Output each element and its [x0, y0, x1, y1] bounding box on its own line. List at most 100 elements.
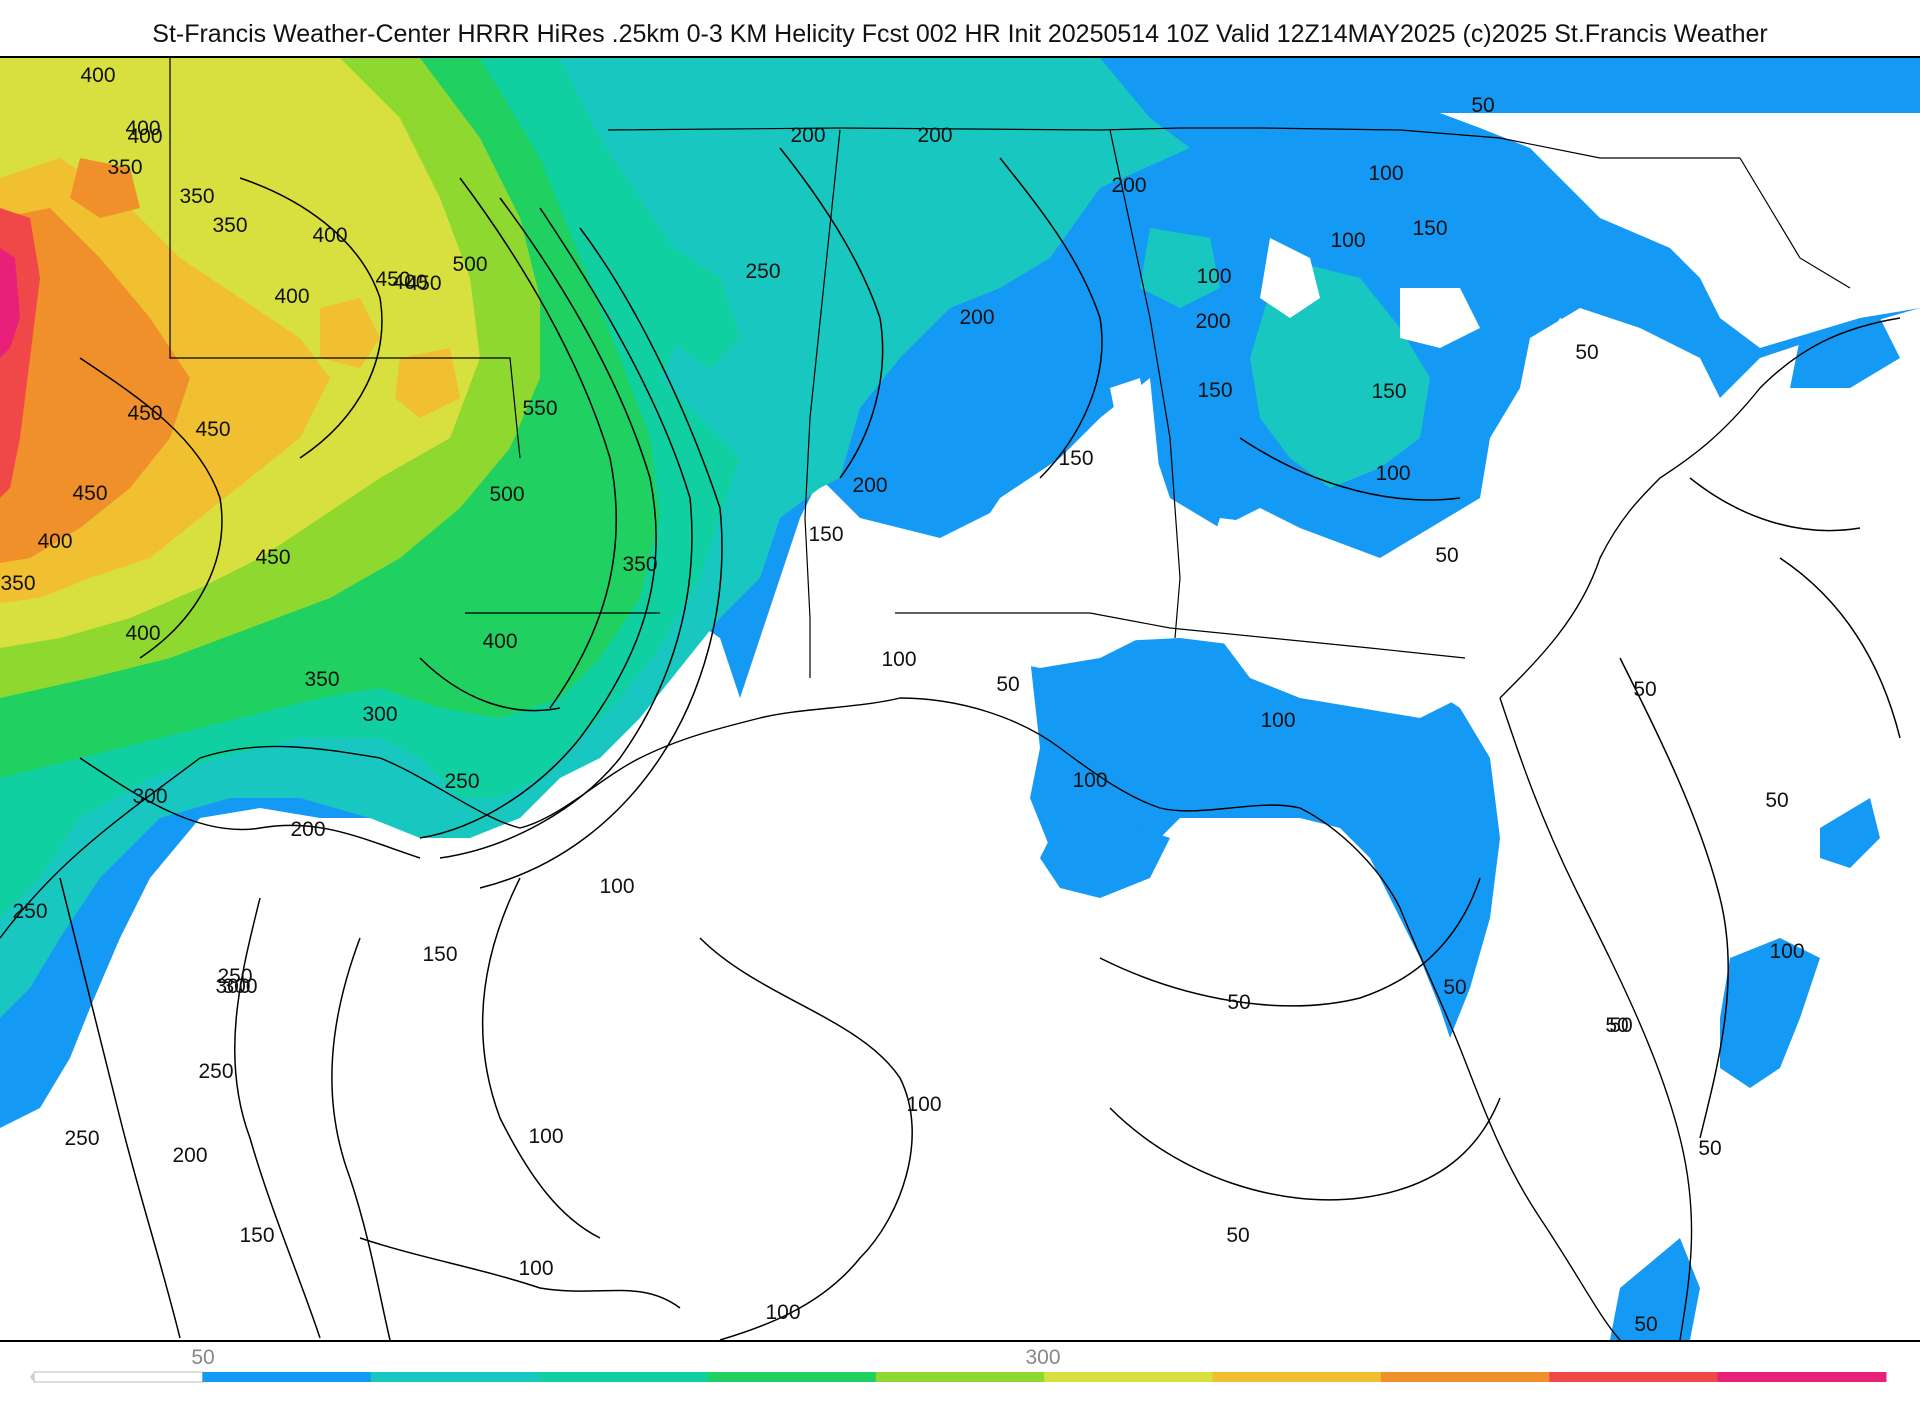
contour-label-west: 550 — [522, 397, 557, 420]
contour-label-gulf: 150 — [422, 943, 457, 966]
legend-color-segment — [707, 1372, 877, 1382]
band-50-area — [1400, 288, 1480, 348]
contour-line — [699, 937, 913, 1340]
state-border — [895, 612, 1466, 659]
contour-label-central: 200 — [790, 124, 825, 147]
contour-label-west: 350 — [179, 185, 214, 208]
contour-label-west: 350 — [107, 156, 142, 179]
contour-line — [59, 877, 181, 1339]
legend-color-bar — [30, 1371, 1887, 1383]
contour-label-west: 450 — [375, 268, 410, 291]
band-100-area — [1030, 638, 1500, 1038]
contour-line — [1239, 437, 1461, 501]
legend-color-segment — [1212, 1372, 1382, 1382]
contour-label-east: 50 — [1435, 544, 1458, 567]
coastline — [1499, 697, 1693, 1340]
contour-label-gulf: 250 — [198, 1060, 233, 1083]
contour-label-central: 150 — [808, 523, 843, 546]
contour-label-central: 100 — [881, 648, 916, 671]
legend-color-segment — [33, 1371, 204, 1383]
contour-label-gulf: 300 — [215, 975, 250, 998]
band-550-area — [0, 208, 190, 563]
contour-label-gulf: 100 — [599, 875, 634, 898]
contour-line — [79, 357, 223, 659]
contour-label-west: 350 — [212, 214, 247, 237]
contour-line — [419, 197, 657, 839]
contour-label-east: 50 — [1575, 341, 1598, 364]
contour-line — [779, 147, 884, 479]
contour-label-west: 300 — [362, 703, 397, 726]
state-border — [607, 127, 1740, 159]
contour-line — [999, 157, 1103, 479]
contour-label-west: 400 — [37, 530, 72, 553]
contour-label-west: 250 — [444, 770, 479, 793]
band-50-area — [1520, 318, 1720, 558]
contour-label-east: 50 — [1609, 1014, 1632, 1037]
contour-label-west: 400 — [482, 630, 517, 653]
contour-label-east: 50 — [1443, 976, 1466, 999]
contour-label-central: 100 — [1260, 709, 1295, 732]
contour-line — [1619, 657, 1730, 1139]
contour-label-west: 450 — [127, 402, 162, 425]
contour-label-west: 450 — [255, 546, 290, 569]
contour-line — [1689, 477, 1861, 532]
legend-color-segment — [1380, 1372, 1550, 1382]
contour-label-east: 150 — [1412, 217, 1447, 240]
legend-tick-label: 50 — [191, 1346, 214, 1369]
color-legend: 50 300 — [0, 1342, 1920, 1400]
band-50-area — [940, 378, 1200, 668]
contour-label-east: 50 — [1765, 789, 1788, 812]
contour-label-gulf: 100 — [906, 1093, 941, 1116]
contour-line — [331, 937, 391, 1340]
contour-line — [233, 897, 321, 1339]
map-title: St-Francis Weather-Center HRRR HiRes .25… — [152, 19, 1768, 48]
contour-label-west: 350 — [304, 668, 339, 691]
contour-line — [1779, 557, 1901, 739]
band-100-area — [1040, 818, 1170, 898]
legend-color-segment — [1549, 1372, 1719, 1382]
contour-label-gulf: 50 — [1226, 1224, 1249, 1247]
contour-label-central: 200 — [1111, 174, 1146, 197]
contour-label-east: 100 — [1368, 162, 1403, 185]
contour-label-east: 100 — [1196, 265, 1231, 288]
coastline — [0, 697, 1621, 1340]
contour-line — [459, 177, 617, 709]
contour-label-east: 100 — [1330, 229, 1365, 252]
contour-line — [1109, 1097, 1501, 1201]
contour-label-central: 100 — [1072, 769, 1107, 792]
contour-label-west: 300 — [222, 975, 257, 998]
band-100-area — [1790, 318, 1900, 388]
contour-label-east: 100 — [1375, 462, 1410, 485]
contour-label-east: 150 — [1371, 380, 1406, 403]
contour-label-gulf: 100 — [518, 1257, 553, 1280]
band-50-area — [1200, 518, 1520, 718]
contour-line — [439, 207, 693, 859]
contour-label-west: 450 — [195, 418, 230, 441]
state-border — [804, 129, 841, 678]
contour-label-west: 250 — [217, 965, 252, 988]
legend-color-segment — [1717, 1372, 1887, 1382]
contour-line — [479, 227, 723, 889]
band-50-area — [1480, 438, 1640, 818]
contour-label-central: 200 — [852, 474, 887, 497]
contour-label-central: 250 — [745, 260, 780, 283]
contour-label-west: 400 — [125, 117, 160, 140]
contour-label-east: 50 — [1634, 1313, 1657, 1336]
legend-color-segment — [539, 1372, 708, 1382]
band-500-area — [320, 298, 380, 368]
legend-color-segment — [202, 1372, 372, 1382]
contour-label-west: 400 — [80, 64, 115, 87]
contour-label-gulf: 150 — [239, 1224, 274, 1247]
contour-label-west: 400 — [125, 622, 160, 645]
contour-label-east: 50 — [1698, 1137, 1721, 1160]
contour-line — [1099, 877, 1481, 1007]
contour-line — [239, 177, 383, 459]
contour-label-west: 500 — [489, 483, 524, 506]
legend-color-segment — [370, 1372, 540, 1382]
contour-line — [481, 877, 601, 1239]
contour-label-central: 200 — [1195, 310, 1230, 333]
contour-label-east: 50 — [1471, 94, 1494, 117]
contour-line — [79, 757, 421, 859]
contour-label-central: 150 — [1058, 447, 1093, 470]
